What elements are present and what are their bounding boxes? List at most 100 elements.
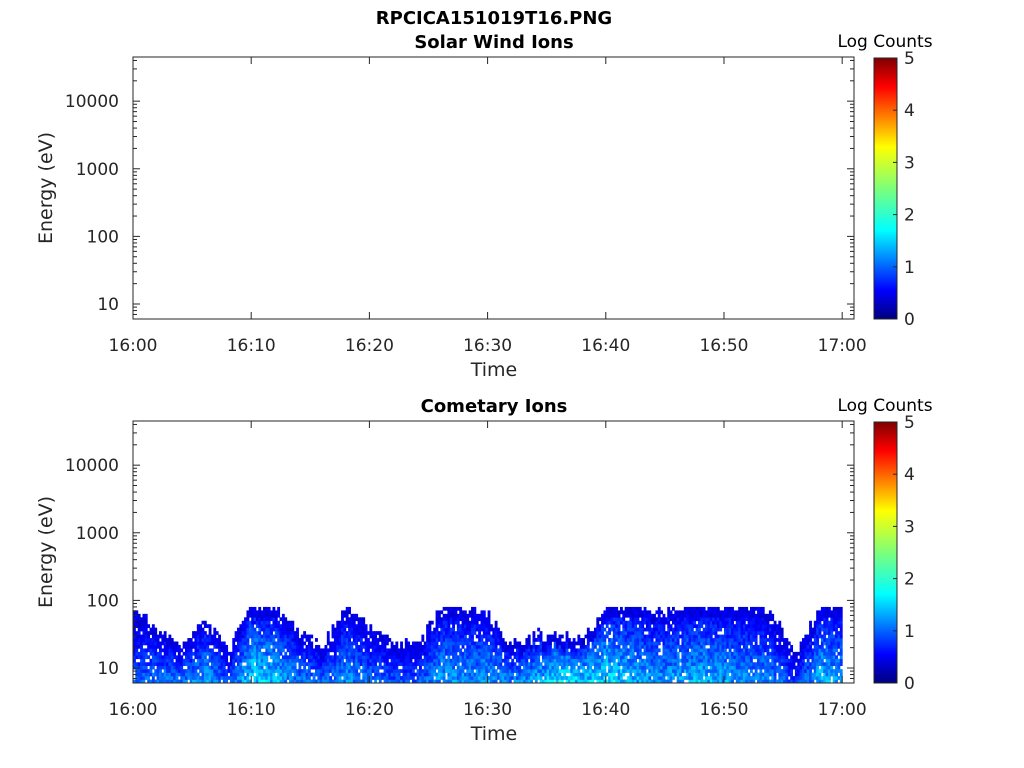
heatmap-cell	[608, 610, 612, 615]
heatmap-cell	[166, 669, 169, 673]
heatmap-cell	[447, 638, 451, 642]
heatmap-cell	[735, 641, 739, 646]
heatmap-cell	[459, 679, 463, 683]
heatmap-cell	[494, 651, 498, 656]
colorbar-tick-label: 3	[904, 153, 915, 173]
heatmap-cell	[596, 634, 600, 639]
heatmap-cell	[137, 644, 141, 649]
heatmap-cell	[163, 638, 167, 642]
heatmap-cell	[773, 679, 777, 683]
heatmap-cell	[752, 662, 756, 667]
heatmap-cell	[253, 665, 257, 670]
heatmap-cell	[731, 679, 734, 683]
heatmap-cell	[411, 672, 415, 677]
heatmap-cell	[341, 672, 344, 677]
heatmap-cell	[463, 651, 467, 656]
heatmap-cell	[679, 624, 682, 628]
heatmap-cell	[319, 658, 323, 663]
heatmap-cell	[752, 624, 756, 628]
heatmap-cell	[742, 676, 746, 680]
heatmap-cell	[281, 634, 285, 639]
heatmap-cell	[385, 676, 389, 680]
heatmap-cell	[475, 641, 479, 646]
heatmap-cell	[378, 676, 382, 680]
heatmap-cell	[532, 676, 536, 680]
heatmap-cell	[608, 606, 612, 611]
heatmap-cell	[350, 676, 354, 680]
heatmap-cell	[835, 610, 838, 615]
heatmap-cell	[506, 655, 510, 660]
heatmap-cell	[700, 606, 704, 611]
heatmap-cell	[721, 662, 725, 667]
heatmap-cell	[820, 613, 824, 618]
heatmap-cell	[168, 662, 172, 667]
heatmap-cell	[187, 638, 191, 642]
heatmap-cell	[577, 634, 581, 639]
heatmap-cell	[653, 631, 656, 635]
heatmap-cell	[778, 644, 782, 649]
heatmap-cell	[239, 679, 243, 683]
heatmap-cell	[740, 655, 744, 660]
heatmap-cell	[397, 662, 401, 667]
heatmap-cell	[537, 658, 541, 663]
heatmap-cell	[657, 631, 661, 635]
heatmap-cell	[731, 669, 734, 673]
y-tick-label: 10000	[65, 92, 119, 112]
heatmap-cell	[133, 624, 136, 628]
heatmap-cell	[270, 617, 273, 622]
heatmap-cell	[225, 662, 229, 667]
heatmap-cell	[369, 634, 373, 639]
heatmap-cell	[721, 613, 725, 618]
plot-frame	[132, 56, 855, 320]
heatmap-cell	[255, 620, 259, 625]
heatmap-cell	[154, 672, 158, 677]
heatmap-cell	[445, 606, 448, 611]
heatmap-cell	[563, 655, 567, 660]
heatmap-cell	[201, 665, 205, 670]
heatmap-cell	[149, 679, 153, 683]
heatmap-cell	[220, 658, 224, 663]
heatmap-cell	[783, 655, 786, 660]
heatmap-cell	[515, 648, 519, 653]
heatmap-cell	[508, 665, 512, 670]
heatmap-cell	[775, 669, 779, 673]
heatmap-cell	[177, 662, 181, 667]
heatmap-cell	[719, 634, 723, 639]
heatmap-cell	[291, 631, 295, 635]
heatmap-cell	[749, 655, 753, 660]
heatmap-cell	[608, 620, 612, 625]
heatmap-cell	[336, 669, 340, 673]
heatmap-cell	[820, 679, 824, 683]
heatmap-cell	[419, 651, 422, 656]
heatmap-cell	[173, 641, 177, 646]
heatmap-cell	[338, 631, 342, 635]
heatmap-cell	[572, 658, 576, 663]
heatmap-cell	[797, 676, 801, 680]
heatmap-cell	[683, 634, 687, 639]
heatmap-cell	[225, 669, 229, 673]
heatmap-cell	[508, 651, 512, 656]
heatmap-cell	[740, 648, 744, 653]
heatmap-cell	[374, 651, 377, 656]
heatmap-cell	[175, 648, 179, 653]
heatmap-cell	[773, 638, 777, 642]
heatmap-cell	[466, 662, 470, 667]
heatmap-cell	[281, 669, 285, 673]
heatmap-cell	[211, 641, 214, 646]
heatmap-cell	[168, 672, 172, 677]
heatmap-cell	[135, 648, 139, 653]
heatmap-cell	[783, 676, 786, 680]
heatmap-cell	[497, 634, 500, 639]
heatmap-cell	[549, 669, 552, 673]
heatmap-cell	[218, 665, 221, 670]
heatmap-cell	[785, 665, 789, 670]
heatmap-cell	[359, 631, 363, 635]
heatmap-cell	[828, 631, 831, 635]
heatmap-cell	[291, 638, 295, 642]
heatmap-cell	[376, 631, 380, 635]
heatmap-cell	[218, 634, 221, 639]
heatmap-cell	[629, 669, 633, 673]
heatmap-cell	[203, 672, 207, 677]
heatmap-cell	[289, 634, 292, 639]
heatmap-cell	[650, 672, 654, 677]
